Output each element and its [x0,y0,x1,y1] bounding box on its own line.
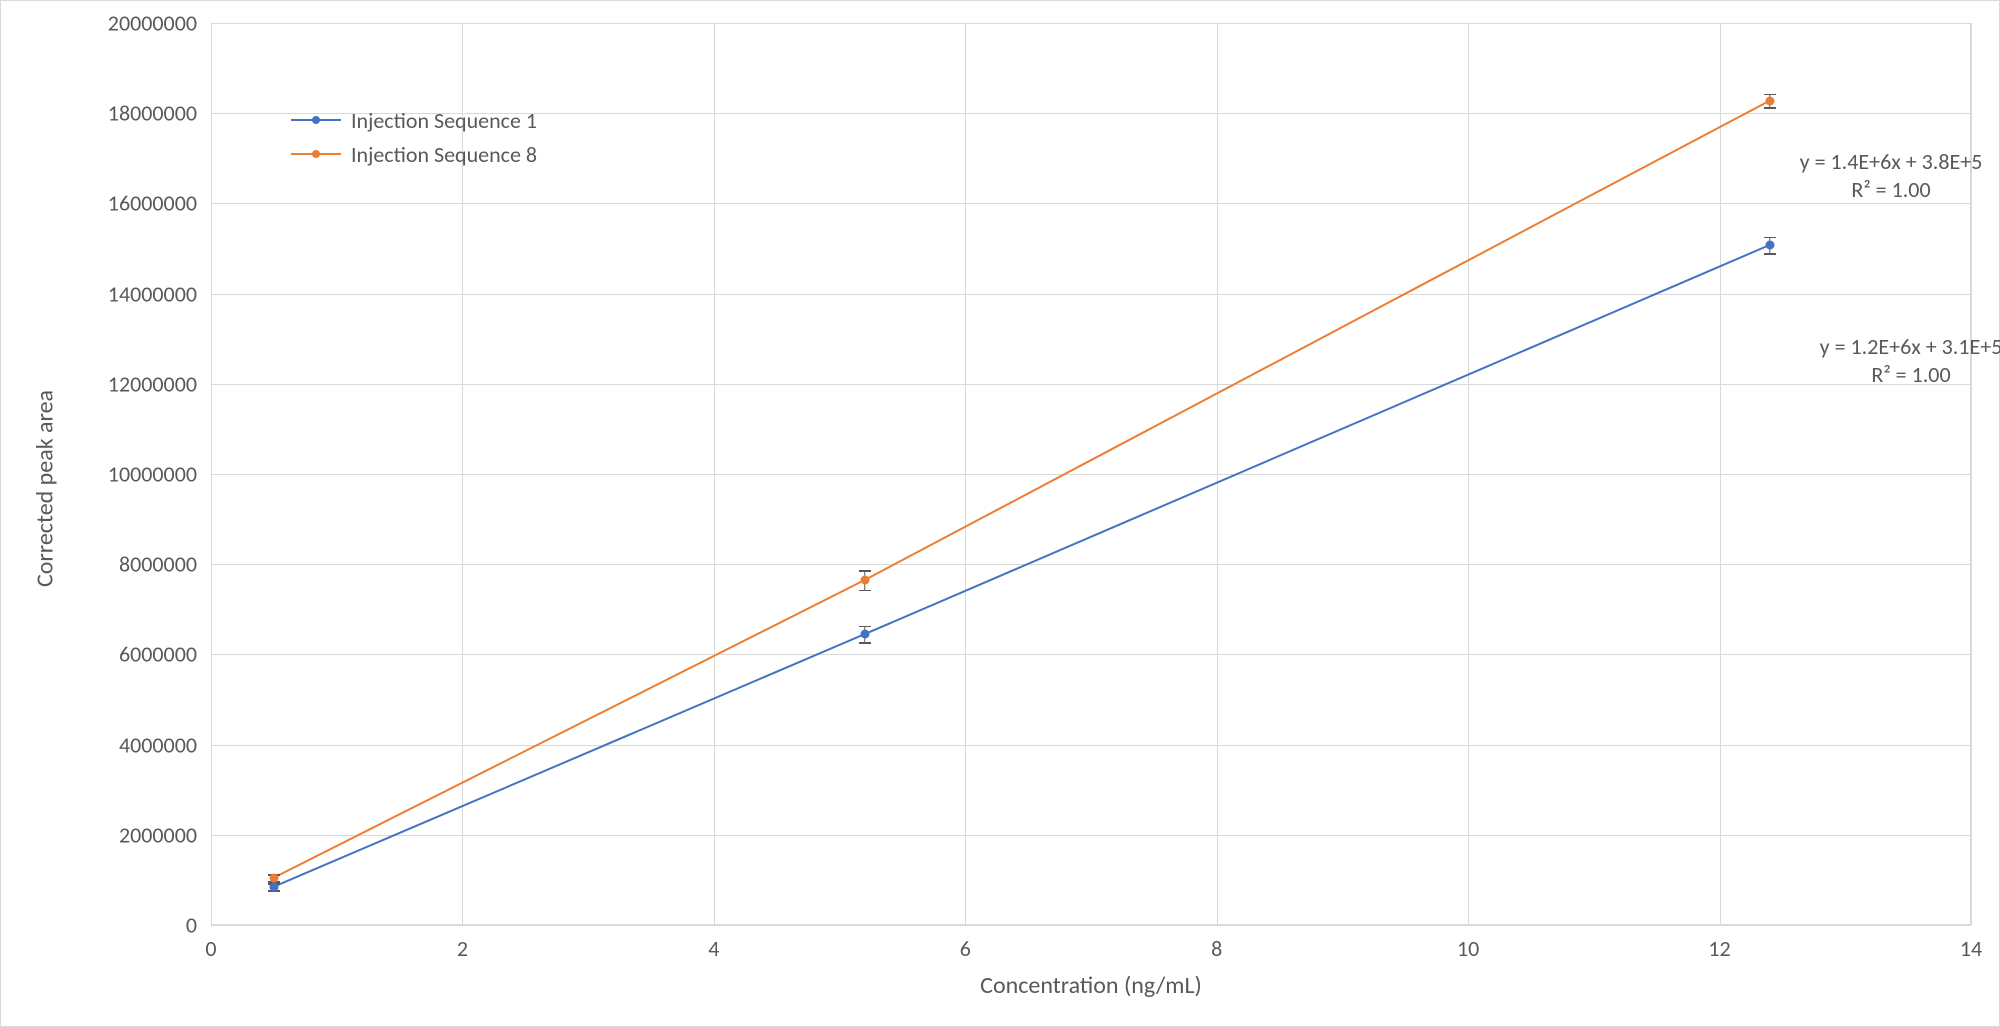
trendline-r2: R² = 1.00 [1820,361,2000,389]
y-tick-label: 6000000 [119,641,197,668]
legend-label: Injection Sequence 8 [351,141,537,168]
x-tick-label: 2 [457,935,468,962]
error-bar-cap [1764,253,1776,255]
data-point-marker [269,882,278,891]
y-tick-label: 16000000 [108,190,197,217]
error-bar-cap [859,642,871,644]
error-bar-cap [1764,94,1776,96]
y-tick-label: 18000000 [108,100,197,127]
gridline-horizontal [211,925,1971,926]
trendline-annotation: y = 1.4E+6x + 3.8E+5R² = 1.00 [1800,148,1983,203]
legend-swatch [291,153,341,155]
trendline-r2: R² = 1.00 [1800,176,1983,204]
data-point-marker [860,630,869,639]
x-tick-label: 4 [708,935,719,962]
legend-item: Injection Sequence 1 [291,103,537,137]
legend-swatch [291,119,341,121]
legend: Injection Sequence 1 Injection Sequence 8 [281,97,547,177]
series-line [274,101,1770,878]
trendline-annotation: y = 1.2E+6x + 3.1E+5R² = 1.00 [1820,333,2000,388]
error-bar-cap [859,626,871,628]
y-tick-label: 8000000 [119,551,197,578]
y-tick-label: 10000000 [108,461,197,488]
trendline-equation: y = 1.2E+6x + 3.1E+5 [1820,333,2000,361]
error-bar-cap [859,590,871,592]
y-tick-label: 12000000 [108,370,197,397]
x-tick-label: 10 [1457,935,1479,962]
x-tick-label: 14 [1960,935,1982,962]
x-tick-label: 12 [1708,935,1730,962]
data-point-marker [269,873,278,882]
y-tick-label: 14000000 [108,280,197,307]
error-bar-cap [1764,237,1776,239]
y-tick-label: 2000000 [119,821,197,848]
x-tick-label: 0 [205,935,216,962]
error-bar-cap [859,570,871,572]
y-tick-label: 20000000 [108,10,197,37]
trendline-equation: y = 1.4E+6x + 3.8E+5 [1800,148,1983,176]
y-axis-title: Corrected peak area [31,390,60,587]
calibration-chart: Corrected peak area Concentration (ng/mL… [0,0,2000,1027]
legend-item: Injection Sequence 8 [291,137,537,171]
x-tick-label: 8 [1211,935,1222,962]
legend-label: Injection Sequence 1 [351,107,537,134]
x-tick-label: 6 [960,935,971,962]
series-line [274,245,1770,887]
data-point-marker [1765,96,1774,105]
y-tick-label: 4000000 [119,731,197,758]
data-point-marker [860,575,869,584]
data-point-marker [1765,240,1774,249]
error-bar-cap [1764,107,1776,109]
y-tick-label: 0 [186,912,197,939]
x-axis-title: Concentration (ng/mL) [980,971,1202,1000]
